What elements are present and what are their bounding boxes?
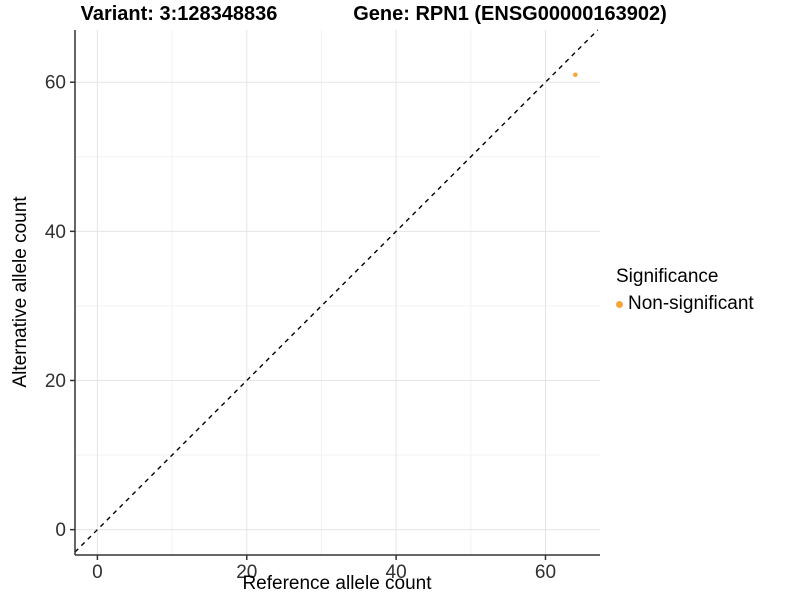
plot-title-gene: Gene: RPN1 (ENSG00000163902) [353,3,667,25]
legend-point-icon [616,300,623,308]
x-tick-label: 20 [236,562,257,583]
legend-title: Significance [616,266,719,287]
y-tick-label: 0 [55,520,66,541]
y-axis-title: Alternative allele count [10,196,31,388]
x-axis-title: Reference allele count [242,573,432,594]
y-tick-label: 20 [45,371,66,392]
data-point [573,72,578,78]
x-tick-label: 40 [386,562,407,583]
y-tick-label: 40 [45,222,66,243]
identity-dashed-line [74,29,599,553]
legend-item-label: Non-significant [628,293,754,314]
legend-item-non-significant: Non-significant [616,293,754,315]
y-tick-label: 60 [45,73,66,94]
legend: Significance Non-significant [616,266,754,315]
x-tick-label: 0 [92,562,103,583]
plot-title-variant: Variant: 3:128348836 [80,3,278,25]
x-tick-label: 60 [535,562,556,583]
